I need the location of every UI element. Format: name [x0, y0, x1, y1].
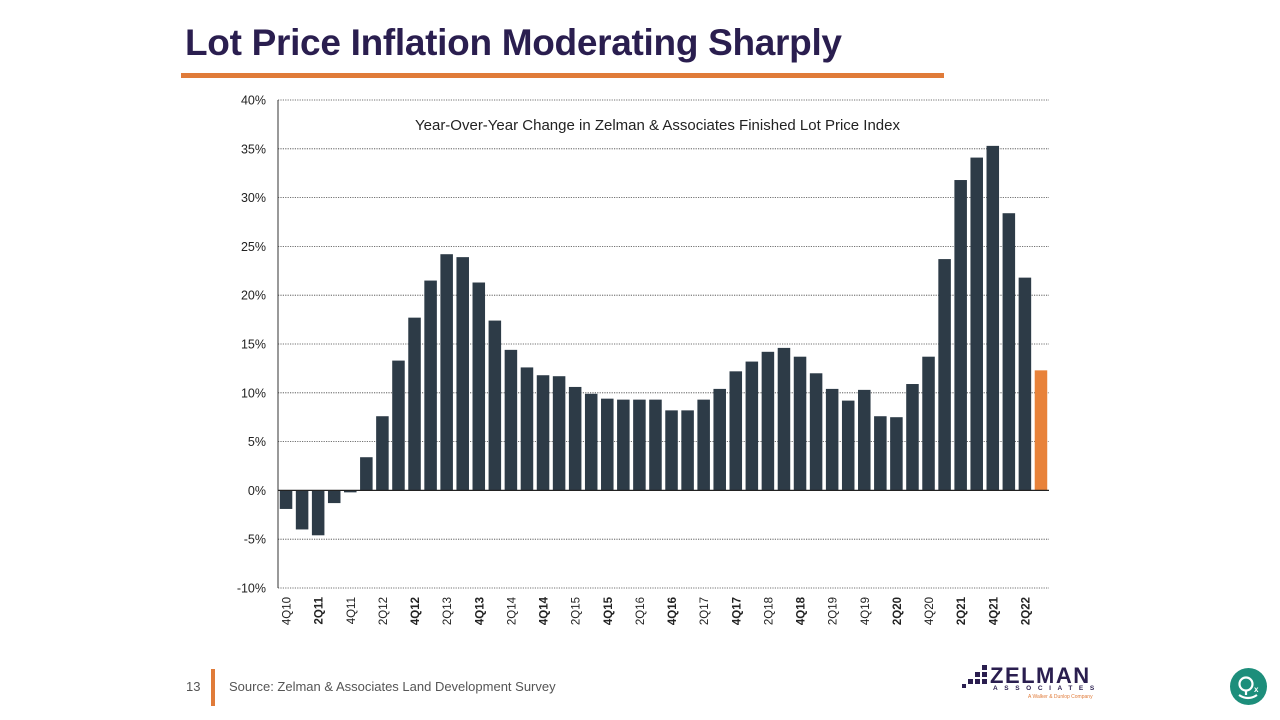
chart-title: Year-Over-Year Change in Zelman & Associ…: [415, 117, 900, 134]
assistant-badge-icon[interactable]: x: [1230, 668, 1267, 705]
bar: [890, 417, 903, 491]
x-tick-label: 4Q12: [410, 597, 422, 625]
bar: [938, 259, 951, 491]
y-tick-label: 20%: [241, 289, 266, 303]
zelman-logo: ZELMAN ASSOCIATES A Walker & Dunlop Comp…: [962, 663, 1112, 705]
bar: [1002, 213, 1016, 491]
y-tick-label: 40%: [241, 94, 266, 108]
bar: [697, 399, 710, 491]
bar: [729, 371, 743, 491]
x-tick-label: 4Q15: [603, 596, 615, 625]
x-tick-label: 2Q13: [442, 597, 454, 625]
bar: [713, 388, 726, 491]
x-tick-label: 4Q11: [346, 597, 358, 624]
bar: [392, 360, 405, 491]
bar: [376, 416, 389, 491]
bar: [745, 361, 759, 491]
bar: [408, 317, 421, 491]
x-tick-label: 2Q15: [571, 597, 583, 625]
bar: [617, 399, 630, 491]
bar: [825, 388, 839, 491]
svg-text:x: x: [1254, 685, 1259, 694]
x-tick-label: 4Q20: [924, 597, 936, 625]
x-tick-label: 4Q18: [796, 596, 808, 625]
x-tick-label: 2Q19: [828, 597, 840, 625]
logo-tagline: A Walker & Dunlop Company: [1028, 694, 1093, 700]
y-tick-label: 35%: [241, 142, 266, 156]
x-tick-label: 2Q18: [763, 597, 775, 625]
bar: [906, 384, 919, 491]
bar: [777, 347, 791, 491]
y-tick-label: 5%: [248, 435, 266, 449]
y-tick-label: -10%: [237, 582, 266, 596]
bar: [424, 280, 437, 491]
bar: [504, 349, 518, 491]
bar: [761, 351, 775, 491]
x-tick-label: 2Q17: [699, 597, 711, 625]
bar: [344, 490, 357, 493]
x-tick-label: 2Q14: [506, 596, 518, 625]
y-tick-label: 25%: [241, 240, 266, 254]
x-tick-label: 4Q21: [988, 596, 1000, 625]
bar: [472, 282, 486, 491]
logo-word: ZELMAN: [990, 663, 1091, 688]
y-tick-label: 30%: [241, 191, 266, 205]
x-tick-label: 4Q14: [539, 596, 551, 625]
bar: [520, 367, 534, 491]
bar: [970, 157, 983, 491]
bar: [841, 400, 855, 491]
bar: [649, 399, 662, 491]
bar: [681, 410, 694, 491]
source-note: Source: Zelman & Associates Land Develop…: [229, 679, 556, 694]
bar: [601, 398, 614, 491]
bar: [1034, 370, 1048, 491]
logo-sub: ASSOCIATES: [993, 685, 1101, 692]
y-tick-label: 0%: [248, 484, 266, 498]
x-tick-label: 2Q22: [1020, 597, 1032, 625]
bar: [954, 180, 967, 491]
x-tick-label: 4Q17: [731, 597, 743, 625]
x-tick-label: 4Q19: [860, 597, 872, 625]
bar: [793, 356, 807, 491]
y-tick-label: -5%: [244, 533, 266, 547]
x-tick-label: 2Q11: [314, 596, 326, 624]
bar: [633, 399, 646, 491]
bar: [874, 416, 887, 491]
bar: [584, 393, 598, 491]
y-tick-label: 10%: [241, 386, 266, 400]
bar: [665, 410, 678, 491]
bar: [295, 490, 309, 530]
page-number: 13: [186, 679, 201, 694]
page-title: Lot Price Inflation Moderating Sharply: [185, 22, 842, 63]
y-tick-label: 15%: [241, 338, 266, 352]
bar: [279, 490, 293, 509]
footer-divider: [211, 669, 215, 706]
title-underline: [181, 73, 944, 78]
bar: [552, 376, 566, 491]
bar: [1018, 277, 1032, 491]
x-tick-label: 2Q16: [635, 597, 647, 625]
bar: [327, 490, 341, 504]
bar: [568, 386, 582, 491]
bar: [922, 356, 935, 491]
x-tick-label: 2Q20: [892, 597, 904, 625]
bar: [858, 389, 871, 491]
x-tick-label: 4Q13: [474, 597, 486, 625]
x-tick-label: 2Q12: [378, 597, 390, 625]
logo-mark-icon: [962, 665, 988, 689]
x-tick-label: 4Q16: [667, 597, 679, 625]
bar: [809, 373, 823, 491]
x-tick-label: 4Q10: [282, 597, 294, 625]
bar: [536, 375, 550, 491]
bar: [488, 320, 502, 491]
bar: [360, 457, 373, 491]
bar: [440, 254, 453, 491]
x-tick-label: 2Q21: [956, 596, 968, 625]
bar: [456, 257, 469, 491]
bar: [311, 490, 325, 536]
bar: [986, 145, 1000, 491]
